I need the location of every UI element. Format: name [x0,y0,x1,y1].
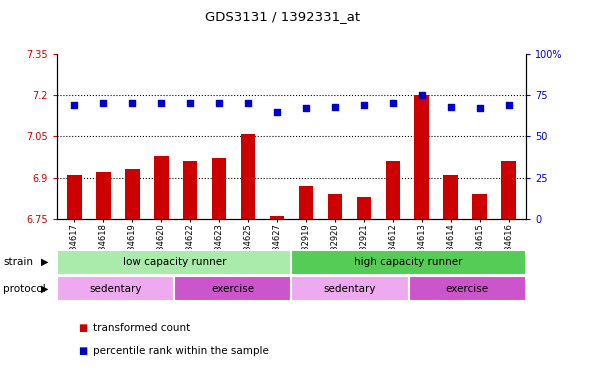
Bar [501,161,516,219]
Text: ■: ■ [78,323,87,333]
Bar [57,250,291,275]
Point [301,105,311,111]
Point [127,100,137,106]
Point [388,100,398,106]
Bar [328,194,342,219]
Point [243,100,253,106]
Bar [385,161,400,219]
Text: ▶: ▶ [41,284,49,294]
Bar [57,276,174,301]
Point [446,104,456,110]
Point [475,105,484,111]
Text: percentile rank within the sample: percentile rank within the sample [93,346,269,356]
Point [359,102,368,108]
Point [70,102,79,108]
Text: ■: ■ [78,346,87,356]
Bar [270,216,284,219]
Point [417,92,427,98]
Point [99,100,108,106]
Bar [125,169,139,219]
Bar [174,276,291,301]
Text: strain: strain [3,257,33,267]
Bar [154,156,168,219]
Bar [212,158,227,219]
Point [272,109,282,115]
Bar [415,95,429,219]
Text: sedentary: sedentary [324,284,376,294]
Bar [356,197,371,219]
Bar [409,276,526,301]
Point [330,104,340,110]
Point [215,100,224,106]
Bar [183,161,198,219]
Text: exercise: exercise [446,284,489,294]
Point [156,100,166,106]
Point [185,100,195,106]
Point [504,102,513,108]
Bar [444,175,458,219]
Text: protocol: protocol [3,284,46,294]
Text: GDS3131 / 1392331_at: GDS3131 / 1392331_at [205,10,360,23]
Text: exercise: exercise [212,284,254,294]
Bar [96,172,111,219]
Text: ▶: ▶ [41,257,49,267]
Bar [472,194,487,219]
Bar [241,134,255,219]
Text: high capacity runner: high capacity runner [355,257,463,267]
Bar [291,276,409,301]
Text: transformed count: transformed count [93,323,191,333]
Text: sedentary: sedentary [90,284,142,294]
Text: low capacity runner: low capacity runner [123,257,226,267]
Bar [291,250,526,275]
Bar [67,175,82,219]
Bar [299,186,313,219]
